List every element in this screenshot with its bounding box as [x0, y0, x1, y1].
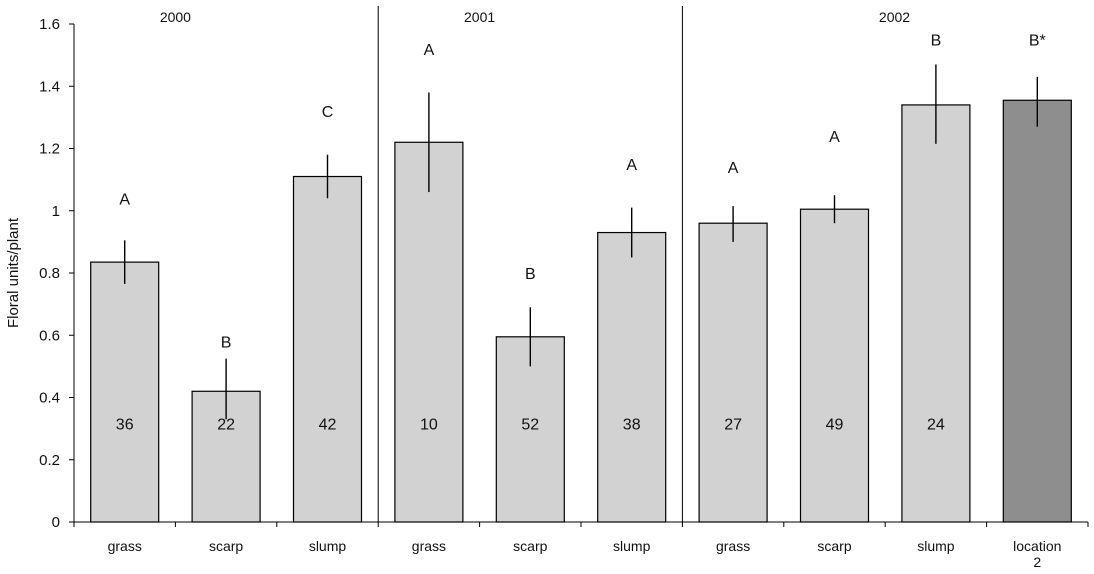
y-tick-label: 0: [52, 514, 60, 531]
x-category-label: slump: [309, 538, 347, 554]
x-category-label: scarp: [817, 538, 851, 554]
sample-size-label: 10: [420, 417, 438, 434]
year-label: 2001: [464, 9, 495, 25]
sample-size-label: 24: [927, 417, 945, 434]
y-tick-label: 0.4: [39, 390, 60, 407]
x-category-label: grass: [412, 538, 446, 554]
significance-letter: B: [221, 334, 232, 351]
y-tick-label: 1: [52, 203, 60, 220]
error-bars: [123, 64, 1039, 420]
y-tick-label: 1.4: [39, 78, 60, 95]
significance-letter: A: [626, 157, 637, 174]
bar: [292, 175, 363, 523]
x-category-label: location 2: [1013, 538, 1061, 570]
bar: [1002, 99, 1072, 523]
significance-letter: B: [525, 266, 536, 283]
y-tick-label: 1.6: [39, 16, 60, 33]
axes: 0 0.2 0.4 0.6 0.8 1 1.2 1.4 1.6: [39, 16, 1089, 531]
y-tick-label: 1.2: [39, 141, 60, 158]
significance-letter: A: [728, 160, 739, 177]
sample-size-label: 52: [521, 417, 539, 434]
x-category-label: slump: [917, 538, 955, 554]
x-category-label: scarp: [513, 538, 547, 554]
y-tick-label: 0.8: [39, 265, 60, 282]
x-category-label-line: 2: [1033, 554, 1041, 570]
labels: 2000 2001 2002 A 36 grass B 22 scarp C 42 slump A 10 g…: [108, 9, 1062, 570]
bar: [799, 208, 870, 523]
x-category-label: grass: [716, 538, 750, 554]
x-category-label: grass: [108, 538, 142, 554]
bar: [901, 104, 971, 523]
y-axis-title: Floral units/plant: [5, 217, 22, 328]
significance-letter: A: [424, 42, 435, 59]
sample-size-label: 42: [319, 417, 337, 434]
x-category-label-line: location: [1013, 538, 1061, 554]
year-label: 2002: [879, 9, 910, 25]
y-tick-label: 0.6: [39, 327, 60, 344]
significance-letter: C: [322, 104, 334, 121]
significance-letter: A: [829, 129, 840, 146]
sample-size-label: 38: [623, 417, 641, 434]
bar: [90, 261, 160, 523]
significance-letter: A: [119, 191, 130, 208]
group-dividers: [377, 6, 683, 522]
bar: [698, 222, 768, 523]
year-label: 2000: [160, 9, 191, 25]
sample-size-label: 49: [826, 417, 844, 434]
significance-letter: B: [931, 33, 942, 50]
sample-size-label: 36: [116, 417, 134, 434]
bars: [90, 99, 1072, 523]
x-category-label: slump: [613, 538, 651, 554]
bar: [394, 141, 464, 523]
sample-size-label: 22: [217, 417, 235, 434]
significance-letter: B*: [1029, 33, 1046, 50]
x-category-label: scarp: [209, 538, 243, 554]
sample-size-label: 27: [724, 417, 742, 434]
y-tick-label: 0.2: [39, 452, 60, 469]
bar: [597, 231, 667, 523]
